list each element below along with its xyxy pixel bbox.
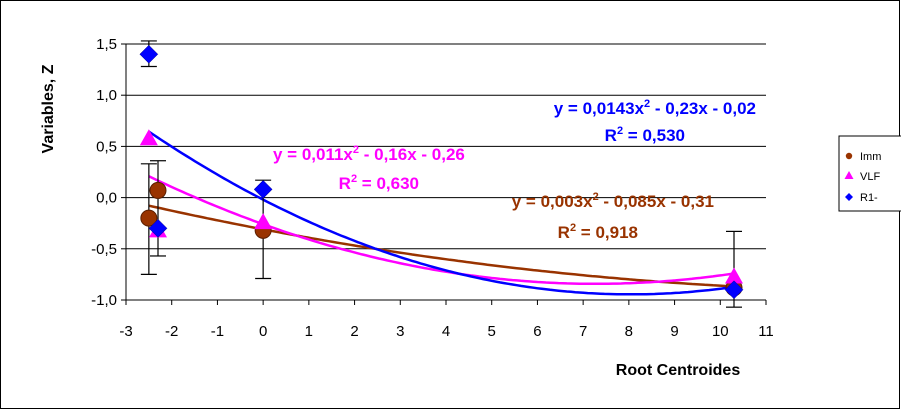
x-tick-label: 8: [625, 323, 633, 340]
r2-r1: R2 = 0,530: [605, 125, 685, 145]
y-tick-label: 0,0: [96, 190, 117, 207]
point-vlf: [139, 129, 158, 146]
x-tick-label: 10: [712, 323, 729, 340]
x-tick-label: 11: [758, 323, 774, 340]
gridlines: [126, 43, 766, 250]
legend-label-vlf: VLF: [860, 171, 880, 183]
x-tick-label: 0: [259, 323, 267, 340]
legend-label-r1: R1-: [860, 192, 878, 204]
x-tick-label: 7: [579, 323, 587, 340]
equation-r1: y = 0,0143x2 - 0,23x - 0,02: [554, 98, 756, 118]
legend-marker-r1: [845, 193, 853, 201]
y-axis-label: Variables, Z: [40, 64, 57, 153]
x-tick-label: 5: [488, 323, 496, 340]
trendline-r1: [148, 130, 735, 296]
axes: [121, 43, 767, 305]
x-tick-label: 3: [396, 323, 404, 340]
equation-imm: y = 0,003x2 - 0,085x - 0,31: [512, 191, 714, 211]
x-tick-label: -1: [211, 323, 224, 340]
trendline-imm: [148, 204, 735, 288]
point-vlf: [725, 267, 743, 284]
y-tick-label: 0,5: [96, 138, 117, 155]
x-tick-label: 6: [533, 323, 541, 340]
legend-marker-vlf: [844, 171, 854, 179]
r2-vlf: R2 = 0,630: [339, 173, 419, 193]
r2-imm: R2 = 0,918: [558, 222, 638, 242]
legend: Imm VLF R1-: [838, 135, 903, 212]
x-tick-label: 2: [350, 323, 358, 340]
x-tick-label: 4: [442, 323, 450, 340]
x-tick-label: -2: [165, 323, 178, 340]
trendlines: [148, 130, 735, 296]
y-tick-label: 1,0: [96, 87, 117, 104]
data-points: [139, 44, 744, 300]
equation-vlf: y = 0,011x2 - 0,16x - 0,26: [273, 144, 465, 164]
y-tick-label: -1,0: [91, 292, 117, 309]
x-axis-label: Root Centroides: [616, 362, 741, 379]
point-r1: [139, 44, 159, 64]
legend-marker-imm: [845, 152, 853, 160]
x-tick-labels: -3 -2 -1 0 1 2 3 4 5 6 7 8 9 10 11: [119, 323, 773, 340]
point-r1: [253, 180, 273, 199]
trendline-vlf: [148, 175, 735, 286]
y-tick-label: -0,5: [91, 241, 117, 258]
plot-area: [126, 44, 766, 300]
y-tick-labels: -1,0 -0,5 0,0 0,5 1,0 1,5: [91, 36, 117, 309]
x-tick-label: 1: [305, 323, 313, 340]
point-imm: [140, 209, 158, 227]
x-tick-label: 9: [670, 323, 678, 340]
point-vlf: [254, 213, 273, 230]
y-tick-label: 1,5: [96, 36, 117, 53]
point-r1: [148, 218, 168, 238]
x-tick-label: -3: [119, 323, 132, 340]
legend-label-imm: Imm: [860, 151, 881, 163]
point-r1: [724, 280, 744, 300]
point-imm: [149, 181, 167, 199]
